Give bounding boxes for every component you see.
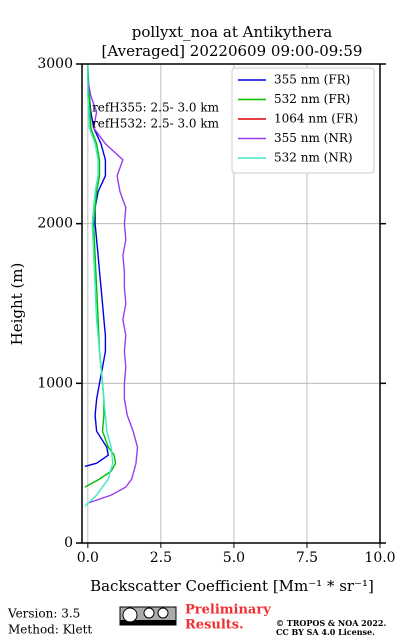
legend-label: 1064 nm (FR) — [274, 112, 358, 126]
x-tick-label: 7.5 — [296, 550, 318, 566]
profile-line — [84, 64, 110, 468]
legend-label: 355 nm (FR) — [274, 73, 350, 87]
y-tick-label: 2000 — [37, 216, 73, 232]
legend-label: 532 nm (NR) — [274, 151, 353, 165]
chart-title: pollyxt_noa at Antikythera — [132, 23, 332, 41]
notice: Results. — [185, 618, 244, 633]
x-tick-label: 10.0 — [364, 550, 395, 566]
method: Method: Klett — [8, 623, 92, 637]
version: Version: 3.5 — [7, 607, 80, 621]
legend-label: 355 nm (NR) — [274, 131, 353, 145]
copyright: © TROPOS & NOA 2022. — [276, 618, 386, 628]
chart-title: [Averaged] 20220609 09:00-09:59 — [102, 42, 363, 60]
y-axis-label: Height (m) — [8, 263, 26, 346]
x-axis-label: Backscatter Coefficient [Mm⁻¹ * sr⁻¹] — [90, 577, 374, 595]
legend-label: 532 nm (FR) — [274, 92, 350, 106]
profile-line — [84, 64, 114, 507]
x-tick-label: 5.0 — [223, 550, 245, 566]
y-tick-label: 1000 — [37, 375, 73, 391]
y-tick-label: 3000 — [37, 56, 73, 72]
profile-line — [84, 63, 117, 488]
profile-line — [87, 64, 139, 504]
plot-frame — [81, 63, 381, 544]
annotation: refH355: 2.5- 3.0 km — [92, 101, 220, 115]
license-logo — [119, 606, 177, 626]
x-tick-label: 0.0 — [77, 550, 99, 566]
x-tick-label: 2.5 — [150, 550, 172, 566]
annotation: refH532: 2.5- 3.0 km — [92, 117, 220, 131]
copyright: CC BY SA 4.0 License. — [276, 627, 375, 637]
notice: Preliminary — [185, 603, 271, 618]
y-tick-label: 0 — [64, 535, 73, 551]
legend-box — [231, 67, 375, 174]
